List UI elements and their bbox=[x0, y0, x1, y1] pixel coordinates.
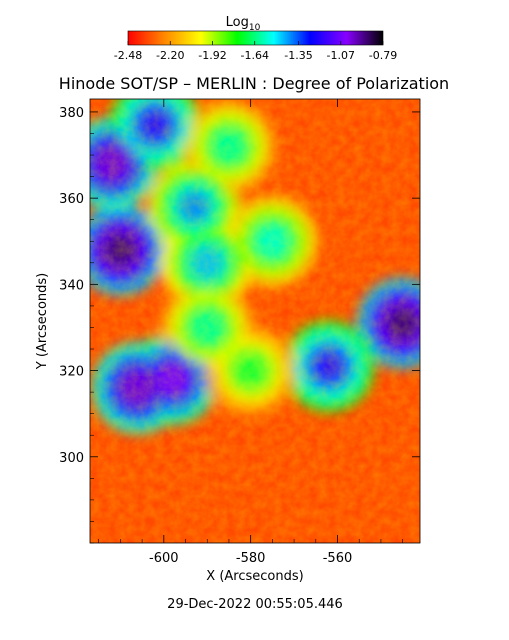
colorbar-tick-label: -1.64 bbox=[241, 49, 269, 62]
colorbar-label: Log10 bbox=[226, 15, 261, 33]
chart-title: Hinode SOT/SP – MERLIN : Degree of Polar… bbox=[59, 74, 449, 93]
colorbar-tick-label: -2.48 bbox=[114, 49, 142, 62]
y-tick-label: 340 bbox=[59, 278, 84, 293]
colorbar-gradient bbox=[127, 30, 384, 46]
y-axis: 300 320 340 360 380 bbox=[59, 106, 420, 544]
heatmap-texture bbox=[90, 99, 420, 543]
y-tick-label: 360 bbox=[59, 192, 84, 207]
colorbar-tick-label: -1.35 bbox=[284, 49, 312, 62]
colorbar-tick-label: -0.79 bbox=[369, 49, 397, 62]
timestamp: 29-Dec-2022 00:55:05.446 bbox=[167, 597, 343, 612]
plot-frame bbox=[89, 98, 421, 544]
colorbar-tick-label: -1.07 bbox=[327, 49, 355, 62]
y-tick-label: 320 bbox=[59, 365, 84, 380]
y-tick-label: 380 bbox=[59, 106, 84, 121]
colorbar-tick-label: -1.92 bbox=[198, 49, 226, 62]
y-axis-label: Y (Arcseconds) bbox=[35, 273, 50, 370]
x-tick-label: -580 bbox=[236, 551, 266, 566]
colorbar-ticks: -2.48 -2.20 -1.92 -1.64 -1.35 -1.07 -0.79 bbox=[114, 41, 397, 62]
y-tick-label: 300 bbox=[59, 451, 84, 466]
x-tick-label: -600 bbox=[149, 551, 179, 566]
x-tick-label: -560 bbox=[323, 551, 353, 566]
colorbar-tick-label: -2.20 bbox=[156, 49, 184, 62]
colorbar-label-main: Log bbox=[226, 15, 249, 30]
x-axis: -600 -580 -560 bbox=[98, 99, 403, 566]
heatmap-image bbox=[90, 99, 420, 543]
x-axis-label: X (Arcseconds) bbox=[206, 569, 303, 584]
colorbar: Log10 -2.48 -2.20 -1.92 -1.64 -1.35 -1.07 -0.7… bbox=[114, 15, 397, 62]
colorbar-label-sub: 10 bbox=[249, 23, 261, 33]
